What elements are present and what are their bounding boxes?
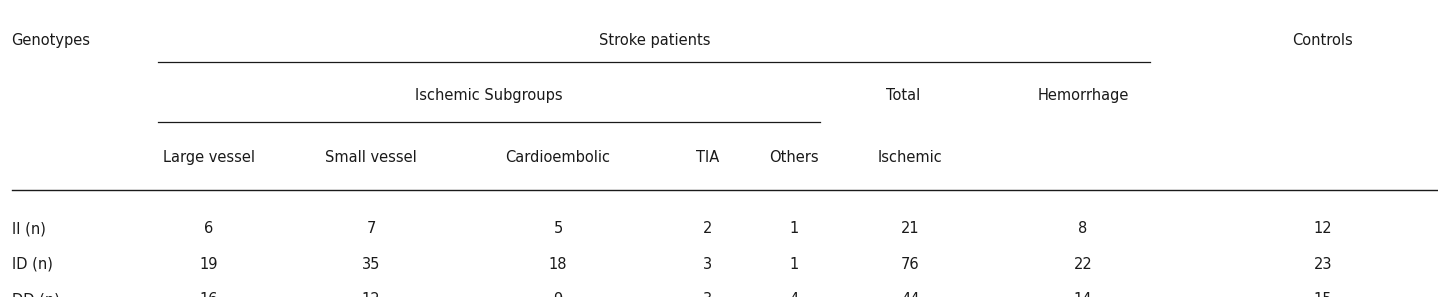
Text: 19: 19 bbox=[200, 257, 217, 272]
Text: Total: Total bbox=[886, 88, 920, 102]
Text: Others: Others bbox=[769, 150, 818, 165]
Text: 9: 9 bbox=[554, 293, 562, 297]
Text: 4: 4 bbox=[789, 293, 798, 297]
Text: TIA: TIA bbox=[696, 150, 719, 165]
Text: 15: 15 bbox=[1314, 293, 1332, 297]
Text: 8: 8 bbox=[1078, 221, 1087, 236]
Text: II (n): II (n) bbox=[12, 221, 46, 236]
Text: 14: 14 bbox=[1074, 293, 1091, 297]
Text: Cardioembolic: Cardioembolic bbox=[505, 150, 611, 165]
Text: Controls: Controls bbox=[1293, 33, 1353, 48]
Text: 6: 6 bbox=[204, 221, 213, 236]
Text: 12: 12 bbox=[362, 293, 380, 297]
Text: Genotypes: Genotypes bbox=[12, 33, 91, 48]
Text: 76: 76 bbox=[902, 257, 919, 272]
Text: DD (n): DD (n) bbox=[12, 293, 59, 297]
Text: 44: 44 bbox=[902, 293, 919, 297]
Text: 2: 2 bbox=[703, 221, 712, 236]
Text: 12: 12 bbox=[1314, 221, 1332, 236]
Text: Small vessel: Small vessel bbox=[325, 150, 417, 165]
Text: ID (n): ID (n) bbox=[12, 257, 52, 272]
Text: 5: 5 bbox=[554, 221, 562, 236]
Text: 35: 35 bbox=[362, 257, 380, 272]
Text: 16: 16 bbox=[200, 293, 217, 297]
Text: 1: 1 bbox=[789, 221, 798, 236]
Text: 23: 23 bbox=[1314, 257, 1332, 272]
Text: 21: 21 bbox=[902, 221, 919, 236]
Text: Stroke patients: Stroke patients bbox=[598, 33, 710, 48]
Text: 3: 3 bbox=[703, 257, 712, 272]
Text: Large vessel: Large vessel bbox=[162, 150, 255, 165]
Text: 7: 7 bbox=[367, 221, 375, 236]
Text: 3: 3 bbox=[703, 293, 712, 297]
Text: Ischemic Subgroups: Ischemic Subgroups bbox=[416, 88, 562, 102]
Text: Ischemic: Ischemic bbox=[877, 150, 943, 165]
Text: 22: 22 bbox=[1073, 257, 1093, 272]
Text: Hemorrhage: Hemorrhage bbox=[1037, 88, 1129, 102]
Text: 1: 1 bbox=[789, 257, 798, 272]
Text: 18: 18 bbox=[549, 257, 567, 272]
